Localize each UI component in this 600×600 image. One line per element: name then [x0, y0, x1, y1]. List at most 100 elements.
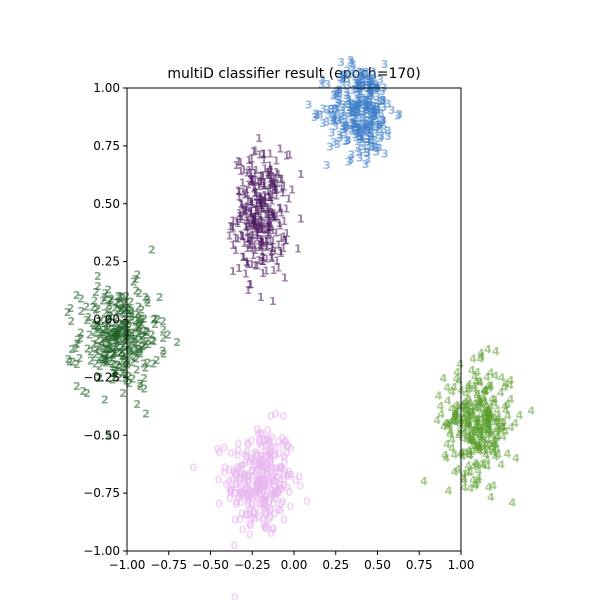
point-2: 2 — [102, 323, 110, 336]
point-1: 1 — [294, 242, 302, 255]
point-3: 3 — [368, 140, 376, 153]
point-2: 2 — [111, 364, 119, 377]
point-3: 3 — [334, 84, 342, 97]
point-0: 0 — [237, 496, 245, 509]
point-0: 0 — [269, 488, 277, 501]
point-4: 4 — [485, 417, 493, 430]
point-1: 1 — [272, 155, 280, 168]
point-2: 2 — [125, 321, 133, 334]
point-4: 4 — [490, 447, 498, 460]
point-1: 1 — [240, 237, 248, 250]
point-2: 2 — [96, 315, 104, 328]
point-1: 1 — [257, 199, 265, 212]
point-3: 3 — [367, 85, 375, 98]
point-3: 3 — [355, 75, 363, 88]
point-4: 4 — [477, 409, 485, 422]
point-0: 0 — [263, 466, 271, 479]
point-0: 0 — [256, 483, 264, 496]
point-0: 0 — [258, 465, 266, 478]
point-3: 3 — [350, 100, 358, 113]
point-2: 2 — [124, 357, 132, 370]
point-0: 0 — [238, 487, 246, 500]
point-1: 1 — [258, 255, 266, 268]
point-0: 0 — [215, 498, 223, 511]
point-2: 2 — [110, 317, 118, 330]
point-3: 3 — [364, 88, 372, 101]
point-2: 2 — [106, 343, 114, 356]
point-3: 3 — [316, 108, 324, 121]
point-4: 4 — [464, 459, 472, 472]
point-4: 4 — [448, 434, 456, 447]
point-4: 4 — [469, 427, 477, 440]
point-4: 4 — [465, 383, 473, 396]
point-0: 0 — [258, 428, 266, 441]
point-4: 4 — [489, 429, 497, 442]
point-0: 0 — [261, 473, 269, 486]
point-1: 1 — [253, 226, 261, 239]
point-2: 2 — [119, 319, 127, 332]
point-2: 2 — [127, 311, 135, 324]
point-3: 3 — [350, 102, 358, 115]
point-3: 3 — [363, 146, 371, 159]
point-3: 3 — [348, 149, 356, 162]
point-2: 2 — [142, 291, 150, 304]
point-0: 0 — [260, 473, 268, 486]
x-tick-label: −0.75 — [150, 558, 187, 572]
point-1: 1 — [260, 197, 268, 210]
point-2: 2 — [138, 316, 146, 329]
point-2: 2 — [104, 313, 112, 326]
point-2: 2 — [132, 337, 140, 350]
point-3: 3 — [319, 74, 327, 87]
point-1: 1 — [241, 204, 249, 217]
point-2: 2 — [128, 326, 136, 339]
point-4: 4 — [475, 439, 483, 452]
point-0: 0 — [261, 522, 269, 535]
point-3: 3 — [356, 151, 364, 164]
point-3: 3 — [350, 109, 358, 122]
point-3: 3 — [351, 106, 359, 119]
point-3: 3 — [364, 124, 372, 137]
point-2: 2 — [99, 342, 107, 355]
point-2: 2 — [103, 355, 111, 368]
point-2: 2 — [105, 429, 113, 442]
point-4: 4 — [470, 398, 478, 411]
point-0: 0 — [254, 475, 262, 488]
point-2: 2 — [95, 315, 103, 328]
point-0: 0 — [244, 470, 252, 483]
point-3: 3 — [366, 88, 374, 101]
point-4: 4 — [483, 371, 491, 384]
point-1: 1 — [259, 194, 267, 207]
point-4: 4 — [504, 448, 512, 461]
point-2: 2 — [110, 327, 118, 340]
point-1: 1 — [255, 216, 263, 229]
point-1: 1 — [265, 226, 273, 239]
point-0: 0 — [271, 462, 279, 475]
point-4: 4 — [464, 416, 472, 429]
point-4: 4 — [467, 436, 475, 449]
point-0: 0 — [261, 497, 269, 510]
point-3: 3 — [360, 94, 368, 107]
point-3: 3 — [355, 119, 363, 132]
point-3: 3 — [361, 99, 369, 112]
point-1: 1 — [242, 220, 250, 233]
point-0: 0 — [189, 461, 197, 474]
point-4: 4 — [494, 431, 502, 444]
point-1: 1 — [251, 145, 259, 158]
point-4: 4 — [443, 452, 451, 465]
point-3: 3 — [356, 98, 364, 111]
point-4: 4 — [455, 429, 463, 442]
point-1: 1 — [251, 213, 259, 226]
point-4: 4 — [440, 372, 448, 385]
point-4: 4 — [472, 478, 480, 491]
point-4: 4 — [448, 442, 456, 455]
point-4: 4 — [469, 353, 477, 366]
point-4: 4 — [512, 452, 520, 465]
point-3: 3 — [339, 101, 347, 114]
point-4: 4 — [484, 380, 492, 393]
point-4: 4 — [443, 438, 451, 451]
point-2: 2 — [96, 360, 104, 373]
point-2: 2 — [117, 346, 125, 359]
point-3: 3 — [354, 104, 362, 117]
point-2: 2 — [92, 348, 100, 361]
